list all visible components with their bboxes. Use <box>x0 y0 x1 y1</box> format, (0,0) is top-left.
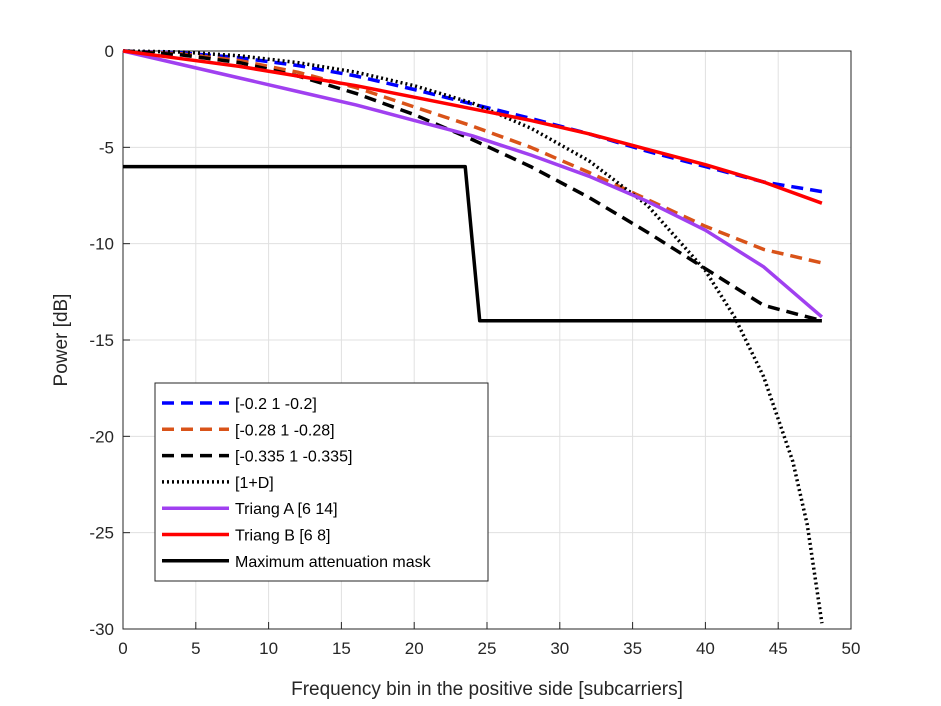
y-tick-label: -20 <box>89 427 114 446</box>
legend-label-3: [1+D] <box>235 475 274 492</box>
x-tick-label: 15 <box>332 639 351 658</box>
series-lines <box>122 49 824 624</box>
legend-label-6: Maximum attenuation mask <box>235 554 432 571</box>
y-tick-label: -10 <box>89 235 114 254</box>
series-line-2 <box>122 49 823 323</box>
legend: [-0.2 1 -0.2] [-0.28 1 -0.28] [-0.335 1 -0… <box>154 382 489 582</box>
legend-label-4: Triang A [6 14] <box>235 501 338 518</box>
series-line-3 <box>122 49 824 624</box>
x-tick-label: 5 <box>191 639 200 658</box>
series-line-0 <box>122 49 823 194</box>
x-tick-label: 25 <box>478 639 497 658</box>
x-axis-label: Frequency bin in the positive side [subc… <box>291 679 683 700</box>
legend-label-2: [-0.335 1 -0.335] <box>235 449 352 466</box>
x-tick-label: 40 <box>696 639 715 658</box>
series-line-1 <box>122 49 823 265</box>
legend-box <box>154 382 489 582</box>
y-tick-label: 0 <box>105 42 114 61</box>
x-tick-label: 50 <box>842 639 861 658</box>
x-tick-label: 30 <box>550 639 569 658</box>
y-tick-label: -30 <box>89 620 114 639</box>
y-axis-label: Power [dB] <box>51 294 72 387</box>
x-tick-label: 20 <box>405 639 424 658</box>
legend-label-0: [-0.2 1 -0.2] <box>235 396 317 413</box>
x-tick-label: 35 <box>623 639 642 658</box>
x-tick-label: 0 <box>118 639 127 658</box>
series-line-6 <box>123 164 822 323</box>
x-tick-label: 10 <box>259 639 278 658</box>
y-tick-label: -5 <box>99 138 114 157</box>
series-line-5 <box>122 49 823 205</box>
legend-label-5: Triang B [6 8] <box>235 528 330 545</box>
y-tick-label: -25 <box>89 524 114 543</box>
x-tick-label: 45 <box>769 639 788 658</box>
series-line-4 <box>122 49 824 319</box>
axis-ticks: 0 5 10 15 20 25 30 35 40 45 50 0 -5 -10 -15 -20 -25 -30 <box>89 42 860 658</box>
legend-label-1: [-0.28 1 -0.28] <box>235 422 335 439</box>
y-tick-label: -15 <box>89 331 114 350</box>
